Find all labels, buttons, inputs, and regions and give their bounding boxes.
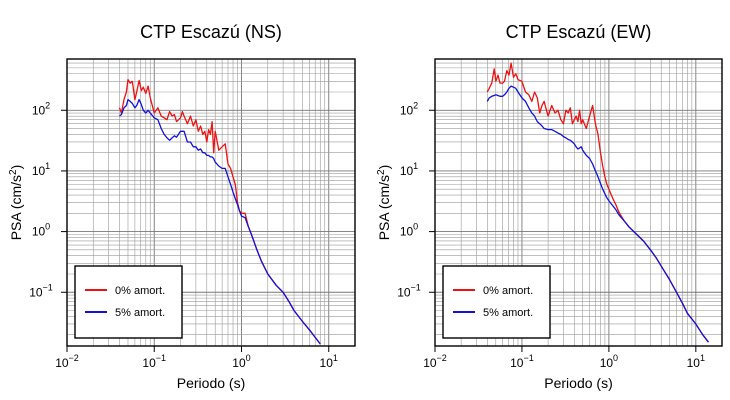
x-axis-label: Periodo (s)	[544, 375, 612, 391]
legend-entry: 5% amort.	[483, 307, 533, 319]
series-line-amort-5	[119, 98, 321, 345]
chart-title: CTP Escazú (NS)	[140, 22, 282, 42]
legend-entry: 5% amort.	[115, 307, 165, 319]
chart-panel-ns: 10−2 10−1 100 101 10−1 100 101 102 CTP Escazú (N…	[8, 22, 356, 391]
y-axis-label: PSA (cm/s2)	[8, 165, 24, 241]
legend-entry: 0% amort.	[483, 285, 533, 297]
y-tick-label: 10−1	[397, 282, 421, 299]
x-tick-label: 100	[600, 353, 618, 370]
plot-frame	[434, 58, 723, 347]
legend-box	[74, 265, 183, 339]
x-tick-label: 10−1	[510, 353, 534, 370]
x-tick-label: 100	[232, 353, 250, 370]
x-tick-label: 101	[687, 353, 705, 370]
legend-entry: 0% amort.	[115, 285, 165, 297]
chart-panel-ew: 10−2 10−1 100 101 10−1 100 101 102 CTP Escazú (E…	[376, 22, 723, 391]
y-tick-label: 101	[32, 161, 50, 178]
legend: 0% amort. 5% amort.	[442, 265, 551, 339]
y-tick-label: 100	[400, 222, 418, 239]
legend-box	[442, 265, 551, 339]
x-tick-label: 10−2	[55, 353, 79, 370]
y-tick-label: 10−1	[29, 282, 53, 299]
legend: 0% amort. 5% amort.	[74, 265, 183, 339]
x-tick-label: 101	[320, 353, 338, 370]
x-tick-label: 10−1	[142, 353, 166, 370]
y-tick-label: 102	[32, 100, 50, 117]
x-axis-label: Periodo (s)	[177, 375, 245, 391]
y-tick-label: 100	[32, 222, 50, 239]
plot-frame	[66, 58, 356, 347]
y-axis-label: PSA (cm/s2)	[376, 165, 392, 241]
y-tick-label: 101	[400, 161, 418, 178]
y-tick-label: 102	[400, 100, 418, 117]
series-line-amort-5	[486, 85, 710, 343]
chart-title: CTP Escazú (EW)	[506, 22, 652, 42]
x-tick-label: 10−2	[423, 353, 447, 370]
